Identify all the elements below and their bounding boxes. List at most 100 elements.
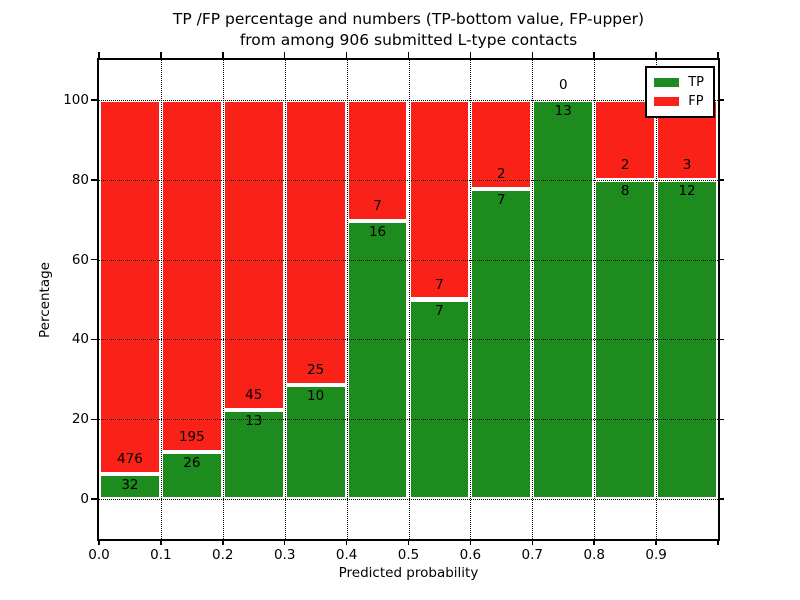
y-tick-label: 20 <box>71 411 89 428</box>
x-tick-top <box>469 52 472 58</box>
x-tick <box>98 539 100 545</box>
bar-label-tp: 32 <box>121 476 139 493</box>
bar-label-fp: 2 <box>497 165 506 182</box>
bar-label-fp: 476 <box>117 450 143 467</box>
legend: TP FP <box>645 66 715 118</box>
x-tick <box>222 539 224 545</box>
x-gridline <box>346 60 348 539</box>
x-tick-top <box>407 52 410 58</box>
bar-label-tp: 7 <box>435 302 444 319</box>
y-tick-label: 100 <box>63 91 89 108</box>
y-tick-right <box>718 179 724 181</box>
x-tick-top <box>345 52 348 58</box>
bar-label-tp: 26 <box>183 455 201 472</box>
x-tick <box>593 539 595 545</box>
bar-label-tp: 7 <box>497 191 506 208</box>
y-tick-label: 80 <box>71 171 89 188</box>
bar-label-fp: 195 <box>178 429 205 446</box>
y-tick-label: 0 <box>80 491 89 508</box>
tick-marks-layer <box>91 52 724 545</box>
bar-label-tp: 13 <box>554 102 572 119</box>
x-tick <box>717 539 719 545</box>
x-tick <box>655 539 657 545</box>
x-tick <box>345 539 348 545</box>
x-tick-top <box>593 52 595 58</box>
x-gridline <box>160 60 162 539</box>
legend-entry-tp: TP <box>654 73 704 92</box>
y-axis-label: Percentage <box>37 262 53 338</box>
x-tick-top <box>222 52 224 58</box>
bar-label-fp: 3 <box>682 156 692 173</box>
legend-label-tp: TP <box>688 75 704 90</box>
x-gridline <box>594 60 596 539</box>
y-tick <box>91 99 97 101</box>
bar-segment-fp <box>222 99 285 410</box>
x-tick-label: 0.3 <box>273 547 296 563</box>
x-gridline <box>532 60 534 539</box>
bar-label-fp: 25 <box>307 362 325 379</box>
x-gridline <box>284 60 286 539</box>
bar-segment-fp <box>99 99 161 474</box>
y-tick-right <box>718 418 724 420</box>
chart-title-line2: from among 906 submitted L-type contacts <box>239 31 578 49</box>
x-gridline <box>408 60 410 539</box>
bar-annotations-layer: 476 32 195 26 45 13 25 10 7 16 7 7 2 7 0 13 2 8 3 12 <box>99 60 718 539</box>
x-tick-top <box>655 52 657 58</box>
x-tick-top <box>98 52 100 58</box>
y-tick <box>91 179 97 181</box>
bar-label-fp: 45 <box>245 386 263 403</box>
y-tick-right <box>718 258 724 261</box>
x-gridline <box>470 60 472 539</box>
x-tick-label: 0.7 <box>521 547 544 563</box>
bar-label-fp: 0 <box>558 76 568 93</box>
x-tick-label: 0.9 <box>645 547 667 563</box>
legend-swatch-fp-icon <box>654 97 680 106</box>
bar-label-tp: 16 <box>368 224 387 241</box>
grid-layer <box>99 60 718 539</box>
legend-entry-fp: FP <box>654 92 704 111</box>
x-tick-label: 0.1 <box>150 547 172 563</box>
bar-label-tp: 10 <box>307 388 325 405</box>
x-tick-top <box>283 52 286 58</box>
x-tick <box>160 539 162 545</box>
bar-label-fp: 7 <box>373 198 382 215</box>
y-tick-label: 40 <box>71 331 89 348</box>
plot-area: 476 32 195 26 45 13 25 10 7 16 7 7 2 7 0 13 2 8 3 12 TP FP <box>91 52 724 545</box>
x-axis-label: Predicted probability <box>338 565 479 581</box>
y-tick-label: 60 <box>71 251 89 268</box>
y-tick <box>91 418 97 420</box>
bar-segment-tp <box>99 473 161 500</box>
bar-label-tp: 13 <box>245 412 263 429</box>
chart-title: TP /FP percentage and numbers (TP-bottom… <box>97 9 720 51</box>
x-tick <box>469 539 472 545</box>
legend-label-fp: FP <box>688 94 704 109</box>
y-tick <box>91 258 97 261</box>
bar-label-fp: 7 <box>435 276 444 293</box>
legend-swatch-tp-icon <box>654 78 680 87</box>
y-tick <box>91 498 97 500</box>
x-tick <box>407 539 410 545</box>
chart-title-line1: TP /FP percentage and numbers (TP-bottom… <box>172 10 645 28</box>
x-tick <box>531 539 534 545</box>
bar-label-tp: 12 <box>678 182 696 199</box>
y-tick-right <box>718 99 724 101</box>
x-tick-top <box>717 52 719 58</box>
bar-segment-fp <box>284 99 347 386</box>
x-tick-label: 0.2 <box>212 547 234 563</box>
bar-segment-fp <box>160 99 223 453</box>
x-tick-label: 0.5 <box>397 547 420 563</box>
bar-label-tp: 8 <box>620 182 630 199</box>
x-tick <box>283 539 286 545</box>
x-gridline <box>222 60 224 539</box>
x-tick-label: 0.4 <box>335 547 358 563</box>
x-tick-label: 0.0 <box>88 547 110 563</box>
x-gridline <box>656 60 658 539</box>
y-tick <box>91 338 97 341</box>
y-tick-right <box>718 338 724 341</box>
y-tick-right <box>718 498 724 500</box>
bar-label-fp: 2 <box>620 156 630 173</box>
x-tick-top <box>531 52 534 58</box>
x-tick-label: 0.6 <box>459 547 482 563</box>
x-tick-label: 0.8 <box>583 547 605 563</box>
